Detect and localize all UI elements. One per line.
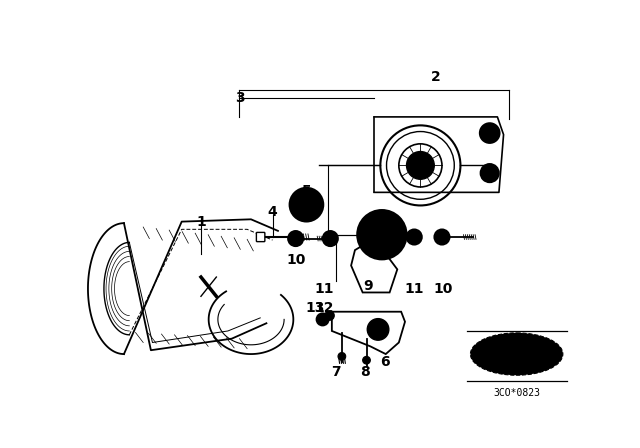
- Text: 3: 3: [235, 91, 244, 105]
- Circle shape: [485, 129, 494, 138]
- Text: 11: 11: [314, 282, 334, 296]
- Text: 4: 4: [268, 205, 277, 219]
- Circle shape: [357, 210, 406, 259]
- Text: 5: 5: [301, 184, 311, 198]
- Text: 6: 6: [380, 355, 390, 369]
- Circle shape: [316, 313, 329, 326]
- Text: 2: 2: [431, 70, 441, 84]
- Text: 10: 10: [286, 253, 305, 267]
- Circle shape: [323, 231, 338, 246]
- Circle shape: [338, 353, 346, 360]
- Text: 3CO*0823: 3CO*0823: [493, 388, 540, 397]
- Circle shape: [406, 151, 435, 179]
- Ellipse shape: [470, 333, 563, 375]
- Circle shape: [289, 188, 323, 222]
- Text: 10: 10: [434, 282, 453, 296]
- Circle shape: [498, 351, 512, 365]
- FancyBboxPatch shape: [257, 233, 265, 241]
- Circle shape: [299, 197, 314, 212]
- Text: 9: 9: [364, 279, 373, 293]
- Circle shape: [435, 229, 450, 245]
- Text: 1: 1: [196, 215, 206, 228]
- Circle shape: [288, 231, 303, 246]
- Circle shape: [480, 123, 500, 143]
- Circle shape: [417, 162, 424, 168]
- Text: 11: 11: [404, 282, 424, 296]
- Text: 8: 8: [360, 365, 370, 379]
- Circle shape: [406, 229, 422, 245]
- Circle shape: [325, 311, 334, 320]
- Text: 7: 7: [331, 365, 340, 379]
- Circle shape: [380, 233, 384, 237]
- Circle shape: [481, 164, 499, 182]
- Circle shape: [363, 356, 371, 364]
- Text: 12: 12: [314, 301, 334, 315]
- Circle shape: [367, 319, 389, 340]
- Text: 13: 13: [305, 301, 324, 315]
- Circle shape: [371, 224, 393, 246]
